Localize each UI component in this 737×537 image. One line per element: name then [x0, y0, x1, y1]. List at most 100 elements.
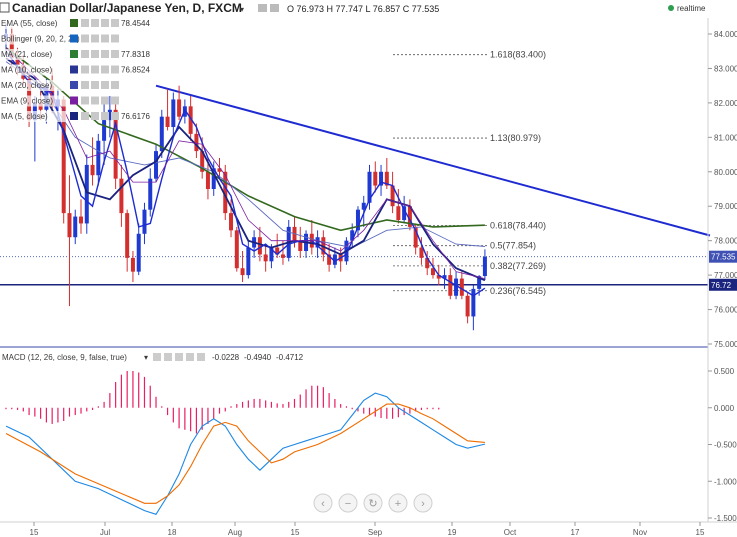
price-tag: 77.535	[709, 250, 737, 263]
price-tick-label: 84.000	[714, 30, 737, 39]
candle	[136, 223, 141, 276]
settings-icon	[101, 96, 109, 105]
moving-average-line	[5, 50, 486, 297]
indicator-value: 77.8318	[121, 50, 150, 59]
indicator-label: MA (5, close)	[1, 112, 48, 121]
candle	[119, 164, 124, 227]
indicator-value: 76.6176	[121, 112, 150, 121]
ohlc-readout: O 76.973 H 77.747 L 76.857 C 77.535	[287, 4, 439, 14]
settings-icon	[81, 112, 89, 120]
time-tick-label: 18	[168, 528, 177, 537]
candle	[379, 164, 384, 196]
price-tick-label: 78.000	[714, 237, 737, 246]
settings-icon	[101, 34, 109, 43]
indicator-legend-row[interactable]: Bollinger (9, 20, 2, 26)	[0, 33, 119, 45]
chevron-down-icon[interactable]: ▾	[144, 353, 148, 362]
macd-controls[interactable]	[153, 353, 205, 361]
candle	[96, 133, 101, 186]
candle	[430, 257, 435, 279]
candle	[194, 123, 199, 158]
indicator-label: MA (10, close)	[1, 66, 52, 75]
moving-averages	[5, 47, 486, 297]
candle	[67, 175, 72, 307]
candle	[73, 209, 78, 245]
settings-icon	[91, 19, 99, 27]
svg-text:76.72: 76.72	[711, 281, 732, 290]
realtime-dot-icon	[668, 5, 674, 11]
macd-pane	[5, 371, 486, 515]
settings-icon	[101, 112, 109, 120]
candle	[102, 99, 107, 165]
candle	[125, 209, 130, 272]
candle	[240, 251, 245, 282]
settings-icon	[111, 65, 119, 74]
svg-text:−: −	[345, 498, 351, 510]
candle	[223, 164, 228, 220]
symbol-title: Canadian Dollar/Japanese Yen, D, FXCM	[12, 1, 242, 15]
indicator-legend-row[interactable]: MA (21, close) 77.8318	[0, 49, 150, 60]
candle	[130, 251, 135, 282]
candle	[84, 154, 89, 234]
collapse-icon[interactable]	[0, 2, 10, 13]
visibility-icon	[70, 19, 78, 27]
reset-icon[interactable]: ↻	[363, 493, 383, 513]
fib-level-label: 1.13(80.979)	[490, 133, 541, 143]
arrow-left-icon[interactable]: ‹	[313, 493, 333, 513]
indicator-legend-row[interactable]: MA (20, close)	[0, 80, 119, 91]
fib-level-label: 1.618(83.400)	[490, 50, 546, 60]
settings-icon	[101, 19, 109, 27]
visibility-icon	[70, 34, 78, 43]
price-tick-label: 75.000	[714, 340, 737, 349]
fib-level-label: 0.618(78.440)	[490, 221, 546, 231]
plus-icon[interactable]: +	[388, 493, 408, 513]
settings-icon	[111, 19, 119, 27]
candle	[396, 189, 401, 224]
candle	[465, 292, 470, 324]
settings-icon	[101, 65, 109, 74]
arrow-right-icon[interactable]: ›	[413, 493, 433, 513]
svg-text:+: +	[395, 498, 401, 510]
svg-text:›: ›	[421, 498, 425, 510]
indicator-value: 78.4544	[121, 19, 150, 28]
chevron-down-icon[interactable]: ▾	[240, 5, 244, 14]
header-controls[interactable]	[258, 4, 279, 12]
candle	[367, 164, 372, 210]
visibility-icon	[70, 81, 78, 89]
svg-text:‹: ‹	[321, 498, 325, 510]
minus-icon[interactable]: −	[338, 493, 358, 513]
fib-level-label: 0.382(77.269)	[490, 261, 546, 271]
indicator-label: MA (21, close)	[1, 50, 52, 59]
price-tick-label: 80.000	[714, 168, 737, 177]
macd-line	[5, 392, 486, 515]
settings-icon	[111, 81, 119, 89]
visibility-icon	[70, 112, 78, 120]
indicator-legend-row[interactable]: MA (5, close) 76.6176	[0, 111, 150, 122]
indicator-legend-row[interactable]: EMA (9, close)	[0, 95, 119, 107]
candle	[234, 226, 239, 272]
settings-icon	[111, 112, 119, 120]
indicator-legend-row[interactable]: EMA (55, close) 78.4544	[0, 18, 150, 29]
indicator-label: EMA (55, close)	[1, 19, 58, 28]
candle	[471, 285, 476, 331]
candle	[79, 199, 84, 234]
indicator-legend-row[interactable]: MA (10, close) 76.8524	[0, 64, 150, 76]
macd-tick-label: -1.500	[714, 514, 737, 523]
settings-icon	[101, 81, 109, 89]
price-tag: 76.72	[709, 278, 737, 291]
time-tick-label: Oct	[504, 528, 517, 537]
indicator-label: EMA (9, close)	[1, 97, 53, 106]
candle	[390, 171, 395, 214]
moving-average-line	[5, 47, 485, 279]
moving-average-line	[5, 47, 485, 232]
visibility-icon	[70, 96, 78, 105]
candle	[148, 168, 153, 217]
settings-icon	[111, 34, 119, 43]
moving-average-line	[5, 61, 485, 249]
candle	[448, 268, 453, 300]
price-tick-label: 81.000	[714, 133, 737, 142]
settings-icon	[81, 96, 89, 105]
time-tick-label: 19	[448, 528, 457, 537]
settings-icon	[91, 81, 99, 89]
price-tick-label: 82.000	[714, 99, 737, 108]
